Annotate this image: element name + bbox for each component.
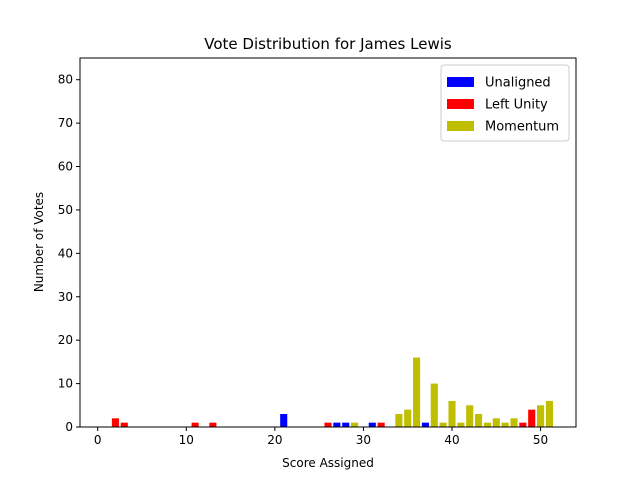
legend-label: Unaligned [485,76,551,91]
legend-swatch [447,99,474,109]
bar-momentum [448,400,456,427]
bar-unaligned [421,422,429,427]
x-tick-label: 30 [356,433,371,447]
x-tick-label: 20 [267,433,282,447]
bar-momentum [430,383,438,427]
bar-left-unity [111,418,119,427]
bar-left-unity [209,422,217,427]
bar-momentum [466,405,474,427]
y-tick-label: 60 [58,160,73,174]
x-axis-label: Score Assigned [282,456,374,470]
bar-unaligned [280,413,288,427]
bar-momentum [413,357,421,427]
bar-left-unity [324,422,332,427]
bar-momentum [351,422,359,427]
bar-momentum [475,413,483,427]
y-tick-label: 20 [58,333,73,347]
chart-title: Vote Distribution for James Lewis [204,35,452,53]
y-tick-label: 0 [65,420,73,434]
bar-unaligned [368,422,376,427]
y-tick-label: 10 [58,377,73,391]
x-tick-label: 0 [94,433,102,447]
legend-label: Momentum [485,120,559,135]
legend-swatch [447,77,474,87]
legend-swatch [447,121,474,131]
bar-momentum [457,422,465,427]
y-tick-label: 50 [58,203,73,217]
bar-unaligned [342,422,350,427]
bar-momentum [545,400,553,427]
bar-left-unity [528,409,536,427]
y-tick-label: 40 [58,246,73,260]
axes-spine [79,57,577,428]
bar-momentum [492,418,500,427]
bar-momentum [439,422,447,427]
y-tick-label: 30 [58,290,73,304]
bar-left-unity [120,422,128,427]
legend-label: Left Unity [485,98,548,113]
x-tick-label: 10 [179,433,194,447]
bar-momentum [537,405,545,427]
bar-momentum [510,418,518,427]
bar-left-unity [191,422,199,427]
bar-left-unity [519,422,527,427]
bar-momentum [483,422,491,427]
bar-left-unity [377,422,385,427]
legend: Unaligned Left Unity Momentum [440,64,570,142]
y-tick-label: 70 [58,116,73,130]
bar-unaligned [333,422,341,427]
bar-momentum [501,422,509,427]
x-tick-label: 40 [444,433,459,447]
x-tick-label: 50 [533,433,548,447]
y-axis-label: Number of Votes [32,192,46,292]
y-axis-ticks: 0 10 20 30 40 50 60 70 80 [58,73,80,434]
bar-momentum [395,413,403,427]
axes-frame [79,57,577,428]
bar-momentum [404,409,412,427]
y-tick-label: 80 [58,73,73,87]
bar-group [111,357,553,427]
x-axis-ticks: 0 10 20 30 40 50 [94,427,548,447]
